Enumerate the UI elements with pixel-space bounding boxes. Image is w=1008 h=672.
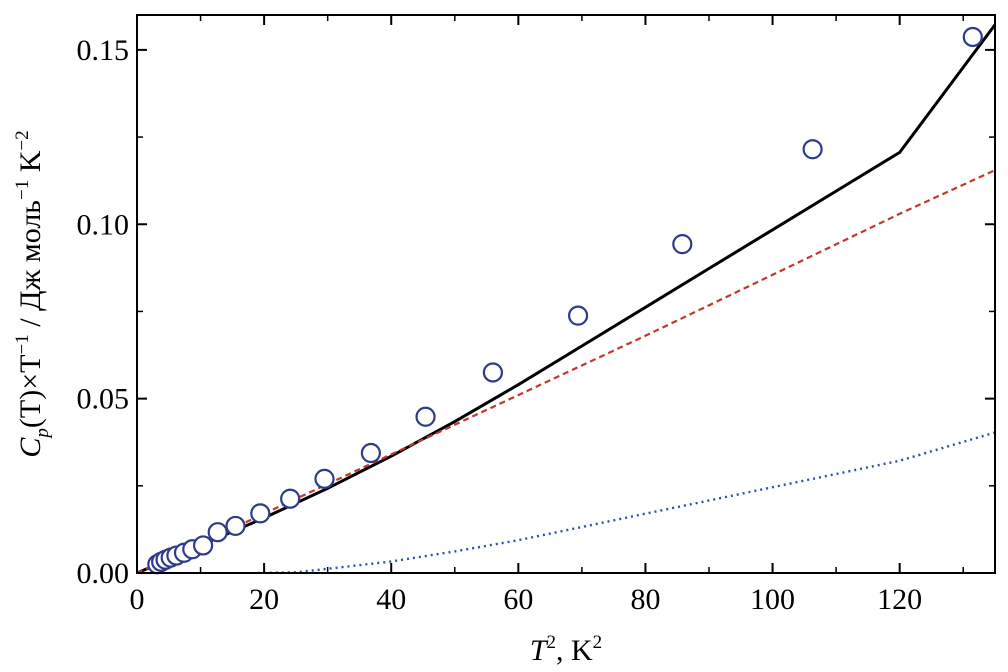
x-tick-label: 40	[376, 583, 406, 616]
x-axis-title-unit: , K	[556, 634, 593, 667]
y-axis-title-unit-sup2: −2	[12, 130, 33, 150]
data-point	[280, 488, 301, 509]
x-axis-title: T2, K2	[530, 632, 602, 667]
y-axis-title: Cp(T)×T−1 / Дж моль−1 K−2	[12, 130, 53, 457]
data-point	[802, 139, 823, 160]
x-tick-label: 0	[130, 583, 145, 616]
data-point	[415, 406, 436, 427]
y-axis-title-k: K	[14, 150, 47, 180]
series-line-fit-total	[137, 23, 995, 573]
y-tick-label: 0.15	[77, 34, 130, 67]
data-point	[482, 362, 504, 383]
x-tick-label: 120	[877, 583, 922, 616]
plot-frame	[136, 14, 996, 574]
axis-ticks: 0 20 40 60 80 100 120 0.00 0.05 0.10 0.15	[77, 15, 995, 616]
x-tick-label: 20	[249, 583, 279, 616]
series-markers	[147, 26, 983, 575]
plot-area	[137, 23, 995, 575]
y-axis-title-t-sup: −1	[12, 334, 33, 354]
y-axis-title-unit-sup1: −1	[12, 180, 33, 200]
x-tick-label: 60	[503, 583, 533, 616]
data-point	[672, 234, 693, 255]
series-lines	[137, 23, 995, 573]
data-point	[314, 468, 335, 489]
y-axis-title-c: C	[14, 437, 47, 458]
data-point	[225, 515, 246, 537]
data-point	[962, 26, 983, 48]
x-tick-label: 100	[750, 583, 795, 616]
data-point	[567, 305, 589, 326]
y-axis-title-arg: (T)×T	[14, 355, 47, 429]
data-point	[250, 503, 271, 524]
x-axis-title-base: T	[530, 634, 549, 667]
x-tick-label: 80	[630, 583, 660, 616]
y-tick-label: 0.00	[77, 557, 130, 590]
x-axis-title-unit-sup: 2	[593, 632, 603, 653]
y-axis-title-unit: / Дж моль	[14, 200, 47, 334]
data-point	[207, 522, 228, 543]
data-point	[192, 535, 214, 556]
x-axis-title-sup: 2	[547, 632, 557, 653]
y-tick-label: 0.05	[77, 383, 130, 416]
y-tick-label: 0.10	[77, 208, 130, 241]
y-axis-title-c-sub: p	[32, 428, 53, 440]
data-point	[360, 442, 381, 464]
